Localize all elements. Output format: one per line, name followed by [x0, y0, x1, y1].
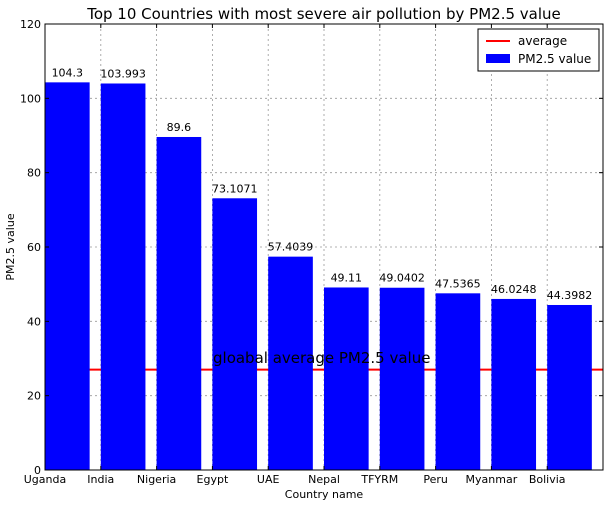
x-tick-label: Egypt: [197, 473, 229, 486]
y-tick-label: 80: [27, 167, 41, 180]
y-tick-label: 40: [27, 315, 41, 328]
legend: average PM2.5 value: [477, 28, 600, 72]
y-axis-ticks: 0 20 40 60 80 100 120: [20, 18, 603, 477]
legend-pm25-swatch: [486, 54, 510, 63]
x-axis-label: Country name: [285, 488, 364, 501]
bar: [45, 82, 90, 470]
bar: [324, 287, 369, 470]
x-tick-label: Uganda: [24, 473, 66, 486]
bar-value-label: 44.3982: [547, 289, 593, 302]
bar: [491, 298, 537, 470]
x-tick-label: TFYRM: [360, 473, 398, 486]
bar: [212, 198, 258, 470]
bar-value-label: 73.1071: [212, 182, 258, 195]
bar-value-label: 46.0248: [491, 283, 537, 296]
legend-pm25-label: PM2.5 value: [518, 52, 591, 66]
bar-value-label: 49.0402: [379, 272, 425, 285]
bar: [268, 256, 313, 470]
bar-value-label: 49.11: [331, 271, 363, 284]
legend-box: [477, 28, 600, 72]
x-tick-label: Bolivia: [529, 473, 566, 486]
bars: [45, 82, 592, 471]
x-tick-label: Nigeria: [137, 473, 176, 486]
bar-value-label: 104.3: [52, 66, 84, 79]
bar-value-labels: 104.3 103.993 89.6 73.1071 57.4039 49.11 49.04…: [52, 66, 593, 302]
legend-average-label: average: [518, 34, 567, 48]
y-axis-label: PM2.5 value: [4, 213, 17, 280]
chart-title: Top 10 Countries with most severe air po…: [86, 5, 561, 23]
x-tick-label: UAE: [257, 473, 280, 486]
y-tick-label: 60: [27, 241, 41, 254]
bar: [100, 83, 146, 471]
y-tick-label: 120: [20, 18, 41, 31]
bar: [156, 136, 202, 470]
bar: [547, 304, 592, 470]
x-tick-label: India: [87, 473, 114, 486]
x-tick-label: Peru: [423, 473, 448, 486]
bar: [379, 287, 425, 470]
bar: [435, 293, 481, 470]
x-tick-label: Myanmar: [466, 473, 518, 486]
bar-value-label: 57.4039: [268, 241, 314, 254]
bar-value-label: 47.5365: [435, 277, 481, 290]
x-axis-ticks: Uganda India Nigeria Egypt UAE Nepal TFYRM Peru…: [24, 24, 566, 486]
bar-value-label: 89.6: [167, 121, 192, 134]
y-tick-label: 20: [27, 390, 41, 403]
x-tick-label: Nepal: [308, 473, 340, 486]
y-tick-label: 100: [20, 92, 41, 105]
bar-value-label: 103.993: [100, 67, 146, 80]
average-annotation: gloabal average PM2.5 value: [213, 349, 430, 367]
y-tick-label: 0: [34, 464, 41, 477]
